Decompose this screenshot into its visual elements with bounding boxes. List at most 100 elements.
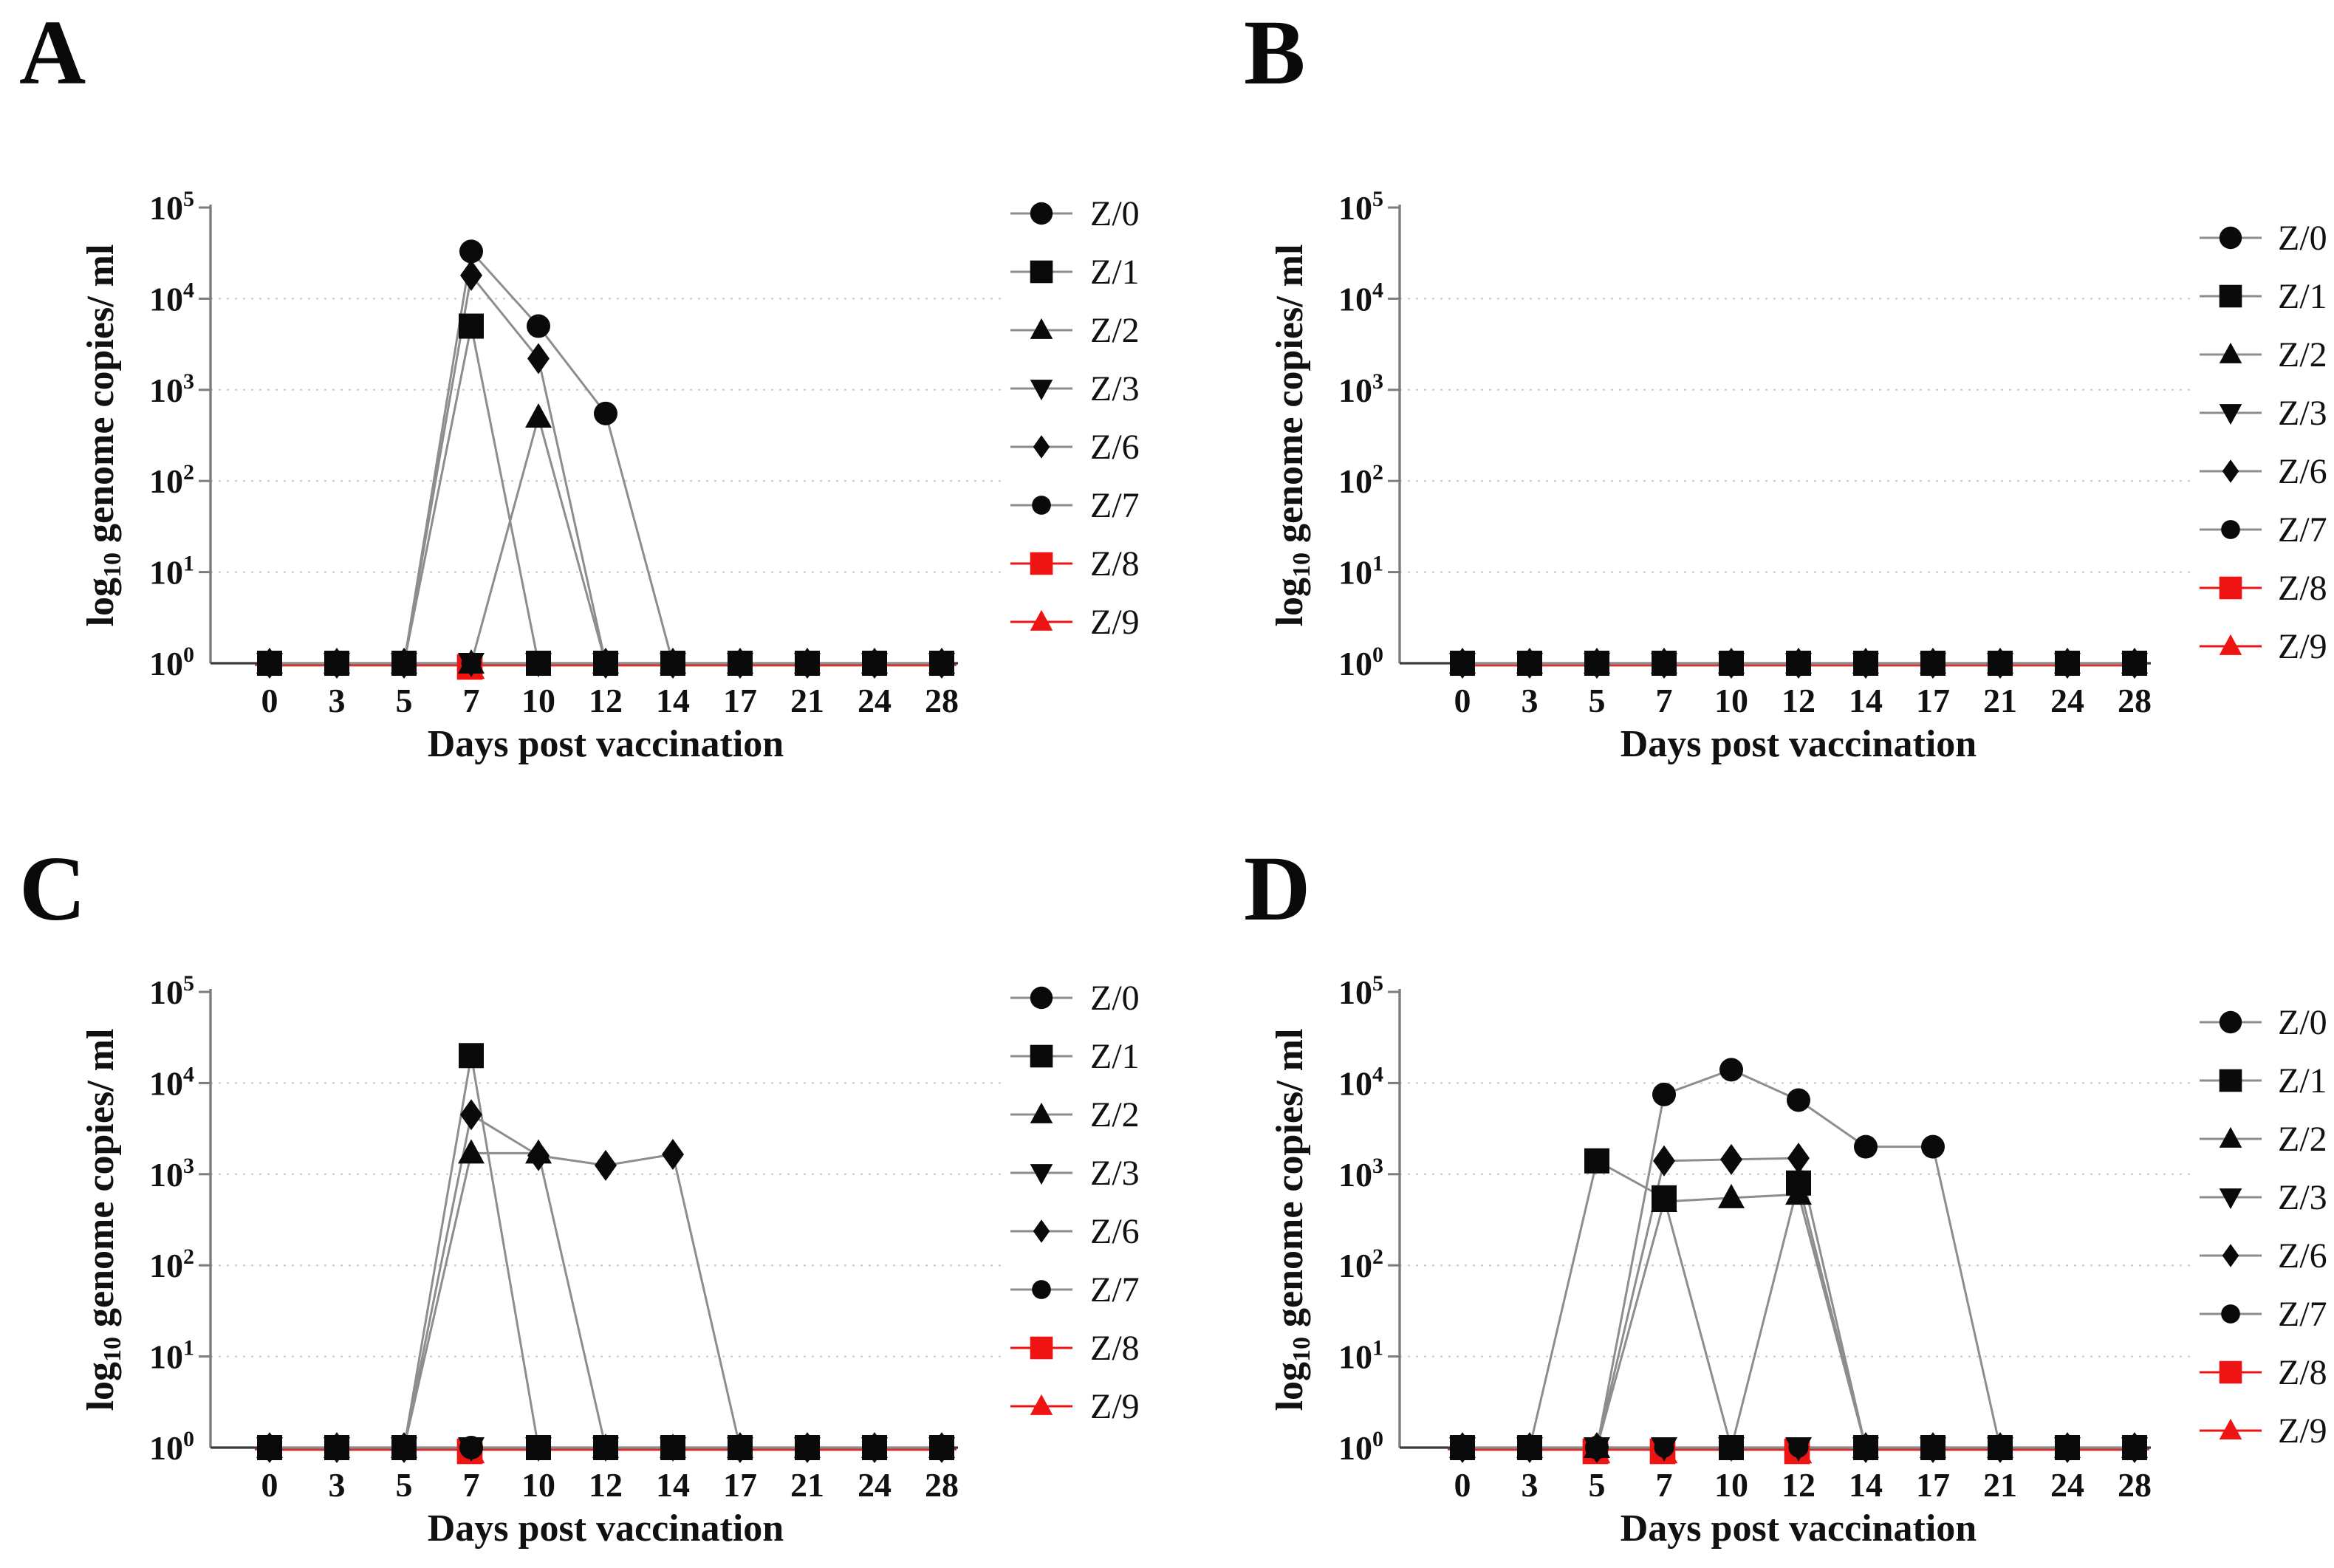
x-tick-label: 12 [1782,1466,1815,1504]
legend-item-z-3: Z/3 [2200,1178,2327,1217]
legend-marker-triangle-down [2219,1188,2242,1210]
x-tick-label: 14 [1849,682,1883,719]
legend-label: Z/3 [1090,369,1140,408]
y-tick-label: 104 [149,1062,194,1102]
legend-item-z-9: Z/9 [1010,1387,1140,1426]
legend-item-z-8: Z/8 [2200,1353,2327,1392]
legend-item-z-0: Z/0 [1010,979,1140,1018]
x-tick-label: 3 [329,682,346,719]
legend-marker-square [2219,576,2242,600]
legend-marker-square [1030,1044,1053,1068]
series-markers-Z-8 [1582,1438,1810,1465]
legend-item-z-2: Z/2 [1010,311,1140,350]
series-line-Z-2 [1462,1193,2135,1449]
legend-marker-triangle-up [2219,1126,2242,1148]
x-tick-label: 24 [858,682,891,719]
series-line-Z-1 [270,326,942,665]
legend-marker-circle [1030,202,1053,225]
x-tick-label: 10 [521,1466,555,1504]
legend-item-z-8: Z/8 [2200,569,2327,608]
y-tick-label: 102 [149,460,194,500]
legend-item-z-2: Z/2 [1010,1095,1140,1134]
legend: Z/0 Z/1 Z/2 Z/3 Z/6 Z/7 Z/8 Z/9 [1010,194,1140,642]
legend: Z/0 Z/1 Z/2 Z/3 Z/6 Z/7 Z/8 Z/9 [2200,1003,2327,1451]
panel-a: A 105 104 103 102 101 100 0 3 5 7 10 12 14 17 21 24 28 Da… [0,0,1167,784]
x-tick-label: 14 [656,682,690,719]
y-tick-label: 102 [1338,1245,1383,1284]
legend-label: Z/3 [2278,394,2327,433]
legend-item-z-7: Z/7 [1010,486,1140,525]
y-axis: 105 104 103 102 101 100 [149,971,212,1467]
legend-marker-circle-small [2221,520,2240,539]
legend: Z/0 Z/1 Z/2 Z/3 Z/6 Z/7 Z/8 Z/9 [2200,219,2327,666]
x-tick-label: 0 [261,682,278,719]
legend-label: Z/6 [2278,1236,2327,1276]
legend-marker-square [2219,1069,2242,1092]
legend-item-z-1: Z/1 [2200,277,2327,316]
x-tick-label: 24 [858,1466,891,1504]
y-tick-label: 104 [1338,1062,1383,1102]
y-tick-label: 103 [149,1154,194,1194]
legend-marker-diamond [1033,435,1050,459]
series-line-Z-0 [1462,1068,2135,1449]
x-tick-label: 10 [1714,1466,1748,1504]
x-tick-label: 0 [1454,1466,1471,1504]
legend-label: Z/0 [2278,219,2327,258]
gridlines [211,1082,1001,1358]
axis-titles: Days post vaccination log10 genome copies… [1269,1029,1977,1550]
series-markers-Z-2 [256,1139,955,1458]
chart-D: 105 104 103 102 101 100 0 3 5 7 10 12 14 17 21 24 28 Days… [1269,971,2327,1550]
y-tick-label: 103 [149,369,194,409]
y-tick-label: 104 [149,278,194,318]
chart-B: 105 104 103 102 101 100 0 3 5 7 10 12 14 17 21 24 28 Days… [1269,187,2327,765]
legend-item-z-0: Z/0 [2200,1003,2327,1042]
x-tick-label: 17 [1916,1466,1950,1504]
legend-marker-circle-small [2221,1304,2240,1324]
legend-item-z-6: Z/6 [1010,428,1140,467]
series-markers [256,239,955,680]
legend-label: Z/7 [2278,510,2327,550]
x-tick-label: 28 [2118,1466,2152,1504]
legend-label: Z/8 [2278,569,2327,608]
y-axis-title: log10 genome copies/ ml [1269,244,1315,627]
legend-label: Z/1 [1090,253,1140,292]
panel-c: C 105 104 103 102 101 100 0 3 5 7 10 12 14 17 21 24 28 Da… [0,784,1167,1568]
axis-titles: Days post vaccination log10 genome copies… [80,244,784,765]
gridlines [211,298,1001,573]
series-markers-Z-2 [1449,1180,2148,1458]
legend: Z/0 Z/1 Z/2 Z/3 Z/6 Z/7 Z/8 Z/9 [1010,979,1140,1426]
x-tick-label: 17 [723,682,757,719]
y-tick-label: 104 [1338,278,1383,318]
legend-label: Z/6 [2278,452,2327,491]
legend-marker-triangle-up [2219,342,2242,363]
panel-b-letter: B [1244,2,1306,104]
gridlines [1400,298,2190,573]
x-tick-label: 12 [589,1466,623,1504]
y-axis: 105 104 103 102 101 100 [1338,187,1401,682]
panel-b: B 105 104 103 102 101 100 0 3 5 7 10 12 14 17 21 24 28 Da… [1167,0,2334,784]
panel-d-letter: D [1244,838,1311,940]
gridlines [1400,1082,2190,1358]
legend-label: Z/9 [2278,1411,2327,1451]
legend-item-z-8: Z/8 [1010,544,1140,583]
legend-marker-triangle-down [1030,380,1053,401]
series-lines [270,1055,942,1451]
series-markers-Z-1 [1450,651,2147,676]
legend-label: Z/0 [1090,979,1140,1018]
legend-label: Z/6 [1090,1212,1140,1251]
x-tick-label: 28 [2118,682,2152,719]
legend-label: Z/2 [2278,335,2327,374]
panel-a-letter: A [19,2,86,104]
legend-item-z-7: Z/7 [2200,1295,2327,1334]
chart-A: 105 104 103 102 101 100 0 3 5 7 10 12 14 17 21 24 28 Days… [80,187,1140,765]
x-tick-label: 5 [396,1466,413,1504]
legend-item-z-3: Z/3 [1010,1154,1140,1193]
legend-marker-diamond [1033,1219,1050,1243]
legend-item-z-9: Z/9 [1010,603,1140,642]
series-lines [1462,1068,2135,1452]
series-markers-Z-9 [1583,1438,1813,1464]
legend-marker-circle [2219,1010,2242,1034]
x-tick-label: 14 [656,1466,690,1504]
x-tick-label: 7 [463,1466,480,1504]
